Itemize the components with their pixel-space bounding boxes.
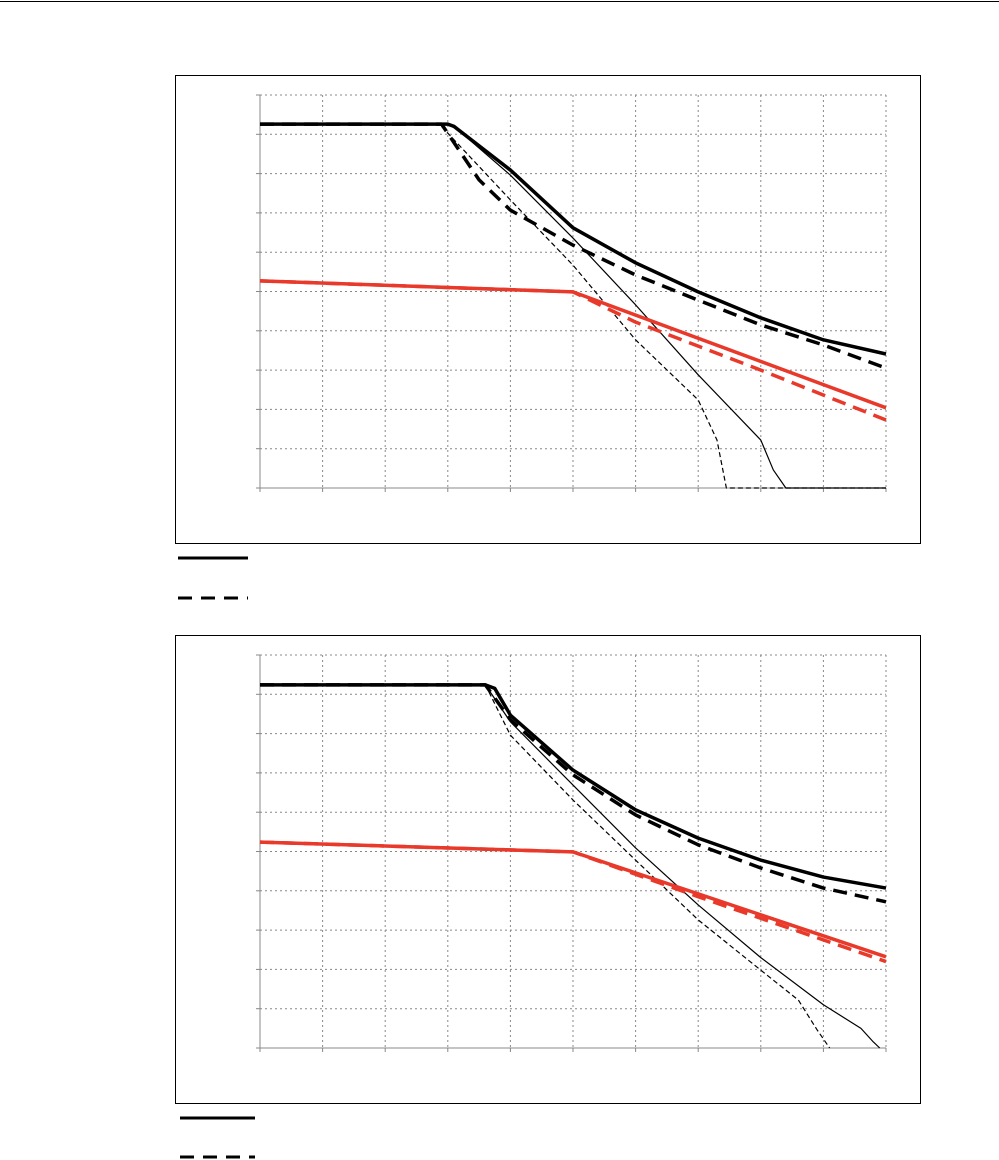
series-line — [260, 683, 887, 890]
series-line — [259, 279, 887, 422]
chart-frame — [175, 75, 921, 544]
series-line — [441, 126, 886, 489]
series-line — [484, 684, 881, 1049]
series-line — [259, 279, 887, 410]
series-line — [260, 683, 887, 904]
series-line — [453, 125, 886, 489]
series-line — [259, 840, 887, 964]
series-line — [260, 122, 887, 370]
series-line — [260, 122, 887, 356]
series-line — [259, 840, 887, 959]
chart-frame — [175, 635, 921, 1104]
